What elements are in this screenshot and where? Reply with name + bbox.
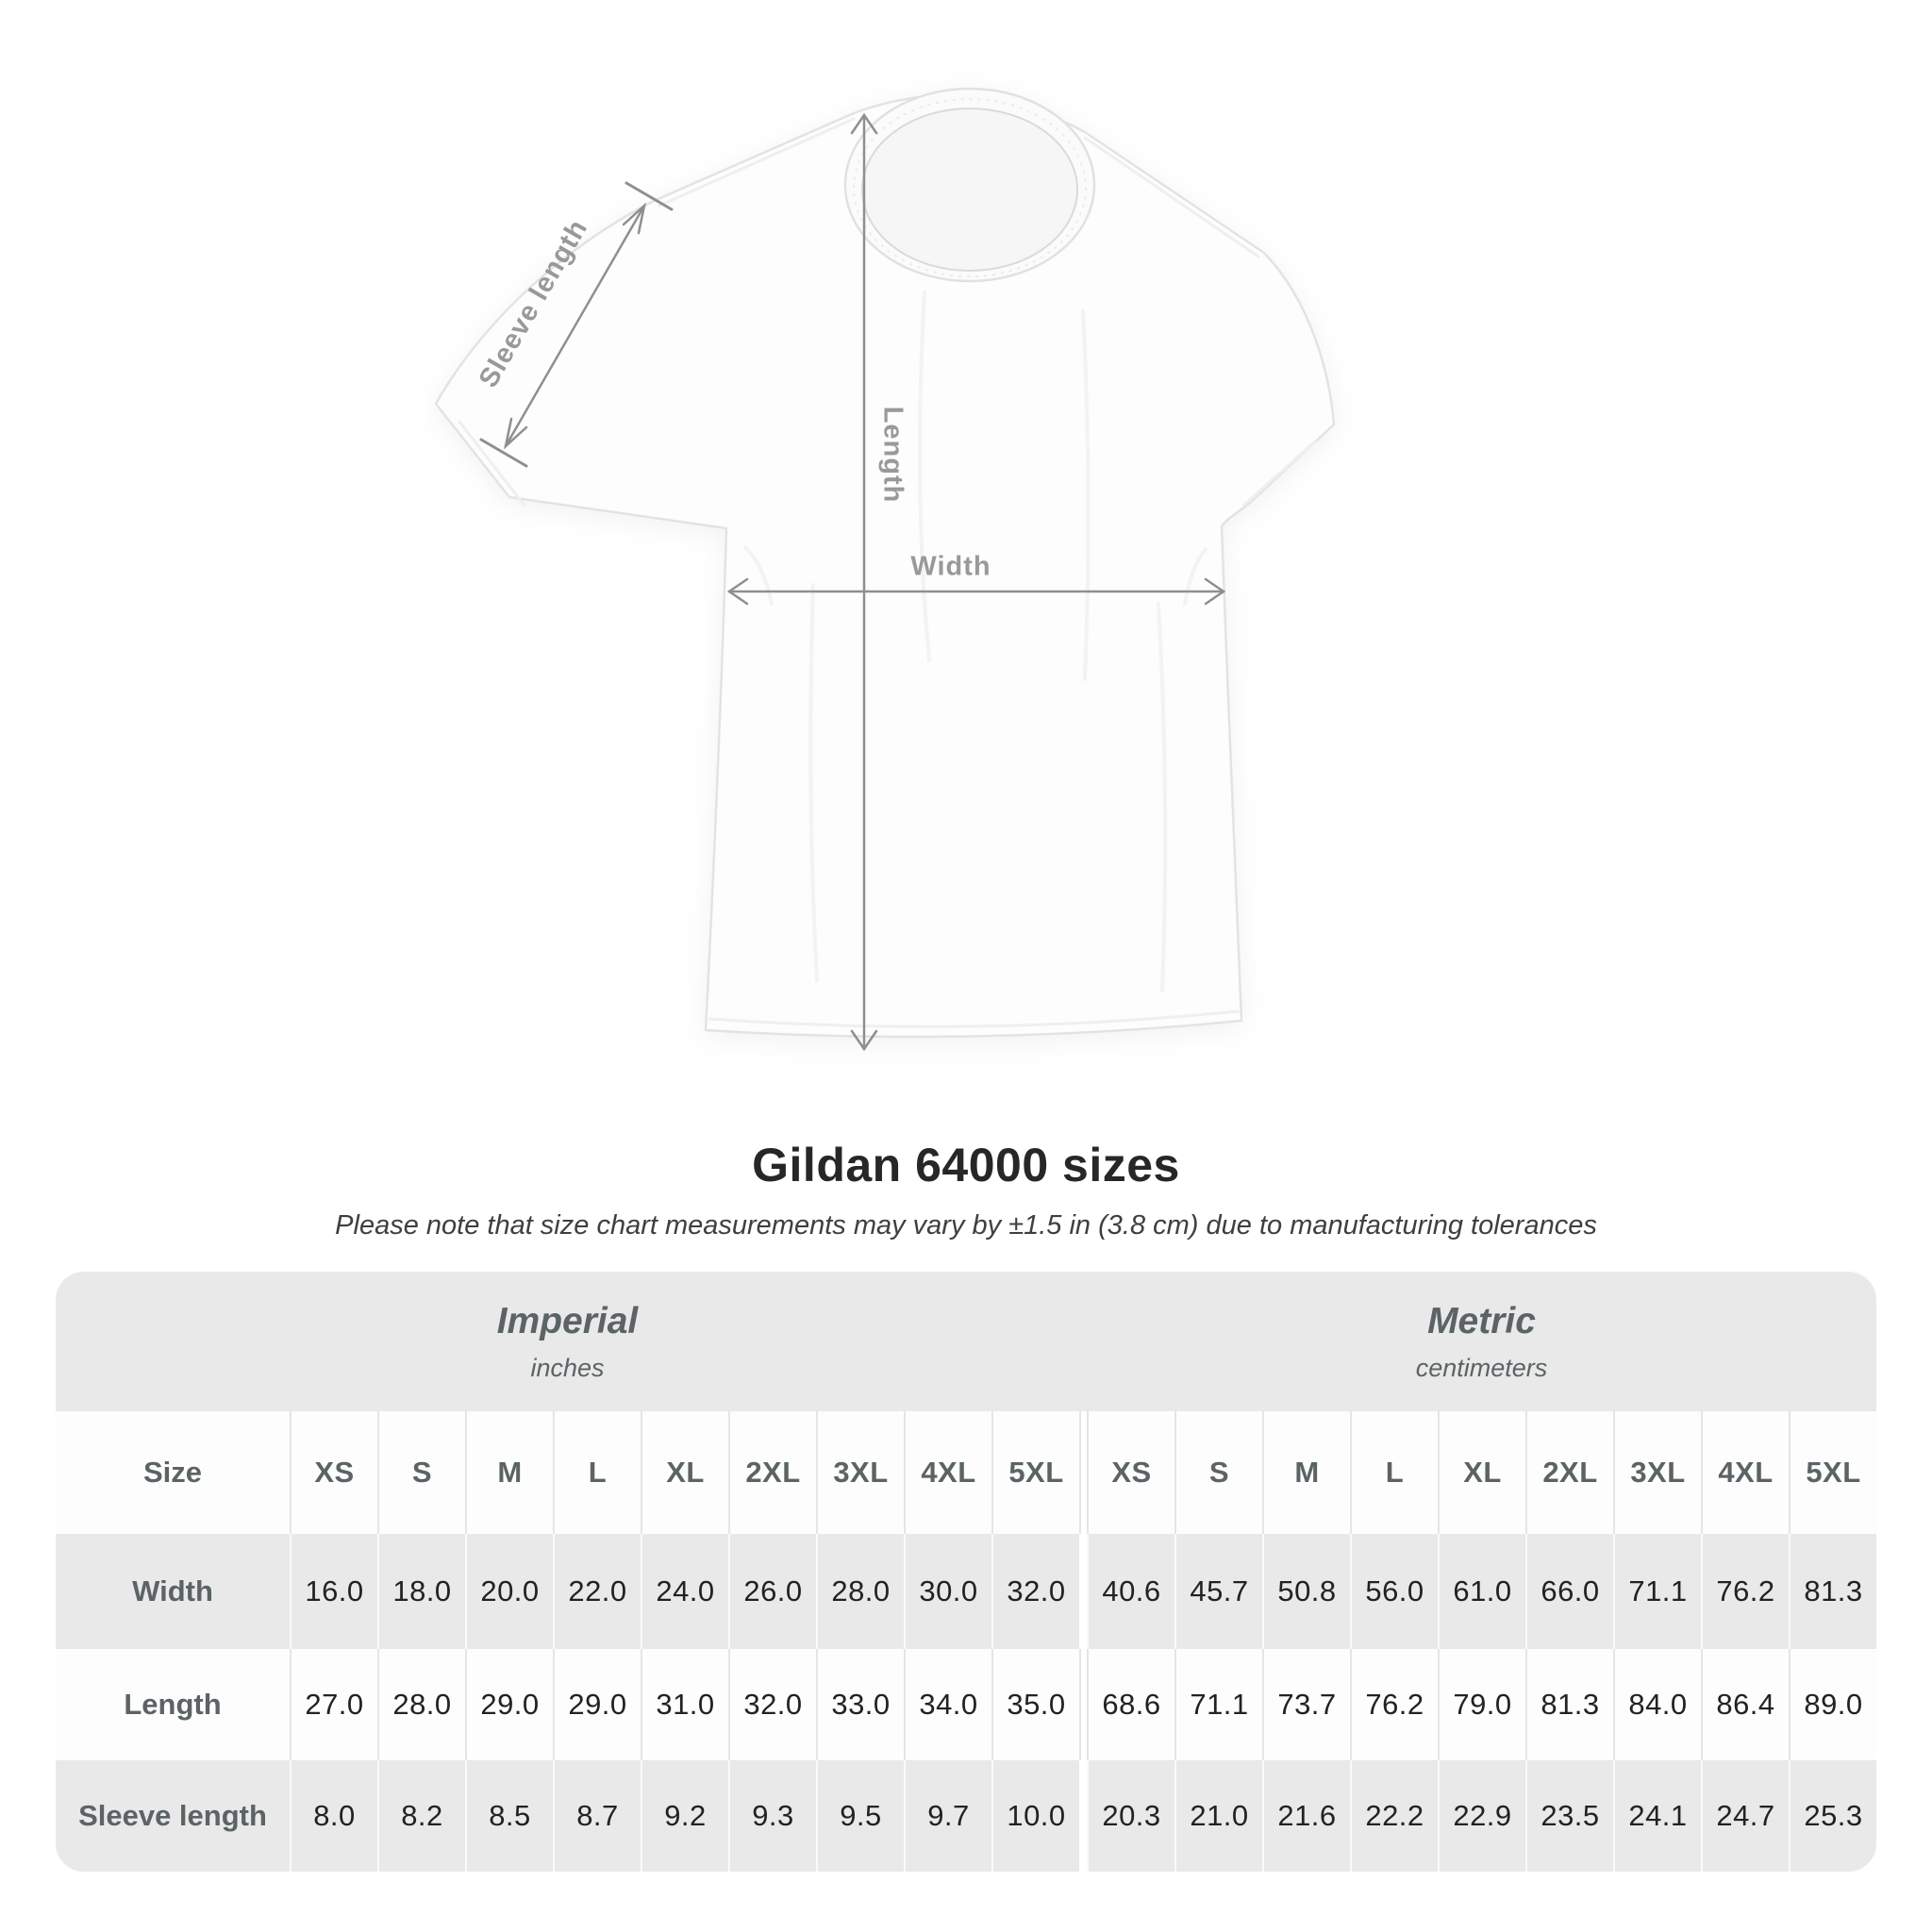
sleeve-imperial-cell: 9.5: [816, 1760, 904, 1872]
tolerance-note: Please note that size chart measurements…: [335, 1210, 1597, 1241]
sleeve-imperial-cell: 8.7: [553, 1760, 641, 1872]
col-header-metric-s: S: [1174, 1411, 1262, 1534]
length-imperial-cell: 32.0: [728, 1649, 816, 1760]
section-divider: [1079, 1649, 1087, 1760]
size-table: Imperial inches Metric centimeters Size …: [56, 1272, 1876, 1872]
length-metric-cell: 71.1: [1174, 1649, 1262, 1760]
length-imperial-cell: 31.0: [641, 1649, 728, 1760]
dimension-arrows: [479, 112, 1226, 1052]
col-header-imperial-2xl: 2XL: [728, 1411, 816, 1534]
width-metric-cell: 81.3: [1789, 1534, 1876, 1649]
width-imperial-cell: 28.0: [816, 1534, 904, 1649]
length-metric-cell: 68.6: [1087, 1649, 1174, 1760]
width-imperial-cell: 16.0: [290, 1534, 377, 1649]
sleeve-metric-cell: 20.3: [1087, 1760, 1174, 1872]
row-header-width: Width: [56, 1534, 290, 1649]
row-header-size: Size: [56, 1411, 290, 1534]
sleeve-imperial-cell: 9.7: [904, 1760, 991, 1872]
row-header-sleeve-length: Sleeve length: [56, 1760, 290, 1872]
width-metric-cell: 50.8: [1262, 1534, 1350, 1649]
sleeve-metric-cell: 23.5: [1525, 1760, 1613, 1872]
length-imperial-cell: 27.0: [290, 1649, 377, 1760]
col-header-imperial-xs: XS: [290, 1411, 377, 1534]
sleeve-length-arrow: [479, 181, 674, 468]
length-metric-cell: 79.0: [1438, 1649, 1525, 1760]
section-divider: [1079, 1760, 1087, 1872]
sleeve-metric-cell: 24.1: [1613, 1760, 1701, 1872]
length-imperial-cell: 34.0: [904, 1649, 991, 1760]
col-header-imperial-s: S: [377, 1411, 465, 1534]
row-header-length: Length: [56, 1649, 290, 1760]
length-imperial-cell: 28.0: [377, 1649, 465, 1760]
col-header-metric-m: M: [1262, 1411, 1350, 1534]
sleeve-imperial-cell: 9.2: [641, 1760, 728, 1872]
sleeve-imperial-cell: 8.5: [465, 1760, 553, 1872]
col-header-imperial-4xl: 4XL: [904, 1411, 991, 1534]
col-header-metric-2xl: 2XL: [1525, 1411, 1613, 1534]
col-header-imperial-xl: XL: [641, 1411, 728, 1534]
metric-unit: centimeters: [1415, 1353, 1548, 1382]
col-header-imperial-m: M: [465, 1411, 553, 1534]
section-divider: [1079, 1411, 1087, 1534]
length-imperial-cell: 33.0: [816, 1649, 904, 1760]
length-metric-cell: 81.3: [1525, 1649, 1613, 1760]
sleeve-imperial-cell: 9.3: [728, 1760, 816, 1872]
width-metric-cell: 66.0: [1525, 1534, 1613, 1649]
length-metric-cell: 84.0: [1613, 1649, 1701, 1760]
width-imperial-cell: 26.0: [728, 1534, 816, 1649]
sleeve-metric-cell: 21.0: [1174, 1760, 1262, 1872]
imperial-title: Imperial: [496, 1300, 639, 1341]
length-metric-cell: 89.0: [1789, 1649, 1876, 1760]
section-divider: [1079, 1272, 1087, 1411]
sleeve-imperial-cell: 8.0: [290, 1760, 377, 1872]
width-metric-cell: 61.0: [1438, 1534, 1525, 1649]
width-metric-cell: 76.2: [1701, 1534, 1789, 1649]
length-arrow: [850, 112, 878, 1052]
width-imperial-cell: 22.0: [553, 1534, 641, 1649]
metric-section-header: Metric centimeters: [1087, 1272, 1876, 1411]
col-header-imperial-5xl: 5XL: [991, 1411, 1079, 1534]
length-imperial-cell: 29.0: [553, 1649, 641, 1760]
sleeve-metric-cell: 22.2: [1350, 1760, 1438, 1872]
col-header-metric-5xl: 5XL: [1789, 1411, 1876, 1534]
width-imperial-cell: 24.0: [641, 1534, 728, 1649]
col-header-metric-xl: XL: [1438, 1411, 1525, 1534]
length-metric-cell: 76.2: [1350, 1649, 1438, 1760]
sleeve-imperial-cell: 8.2: [377, 1760, 465, 1872]
imperial-section-header: Imperial inches: [56, 1272, 1079, 1411]
sleeve-metric-cell: 25.3: [1789, 1760, 1876, 1872]
col-header-metric-l: L: [1350, 1411, 1438, 1534]
width-arrow: [726, 577, 1226, 606]
col-header-imperial-l: L: [553, 1411, 641, 1534]
imperial-unit: inches: [530, 1353, 605, 1382]
length-metric-cell: 73.7: [1262, 1649, 1350, 1760]
width-imperial-cell: 30.0: [904, 1534, 991, 1649]
width-metric-cell: 56.0: [1350, 1534, 1438, 1649]
col-header-metric-4xl: 4XL: [1701, 1411, 1789, 1534]
col-header-metric-3xl: 3XL: [1613, 1411, 1701, 1534]
width-label: Width: [910, 551, 991, 582]
sleeve-metric-cell: 22.9: [1438, 1760, 1525, 1872]
width-metric-cell: 71.1: [1613, 1534, 1701, 1649]
sleeve-metric-cell: 24.7: [1701, 1760, 1789, 1872]
width-imperial-cell: 18.0: [377, 1534, 465, 1649]
length-label: Length: [877, 406, 908, 504]
col-header-imperial-3xl: 3XL: [816, 1411, 904, 1534]
length-metric-cell: 86.4: [1701, 1649, 1789, 1760]
sleeve-imperial-cell: 10.0: [991, 1760, 1079, 1872]
width-metric-cell: 40.6: [1087, 1534, 1174, 1649]
section-divider: [1079, 1534, 1087, 1649]
tshirt-shape: [434, 87, 1336, 1039]
width-imperial-cell: 20.0: [465, 1534, 553, 1649]
page-title: Gildan 64000 sizes: [752, 1139, 1180, 1191]
sleeve-metric-cell: 21.6: [1262, 1760, 1350, 1872]
metric-title: Metric: [1427, 1300, 1536, 1341]
length-imperial-cell: 29.0: [465, 1649, 553, 1760]
width-imperial-cell: 32.0: [991, 1534, 1079, 1649]
col-header-metric-xs: XS: [1087, 1411, 1174, 1534]
width-metric-cell: 45.7: [1174, 1534, 1262, 1649]
length-imperial-cell: 35.0: [991, 1649, 1079, 1760]
